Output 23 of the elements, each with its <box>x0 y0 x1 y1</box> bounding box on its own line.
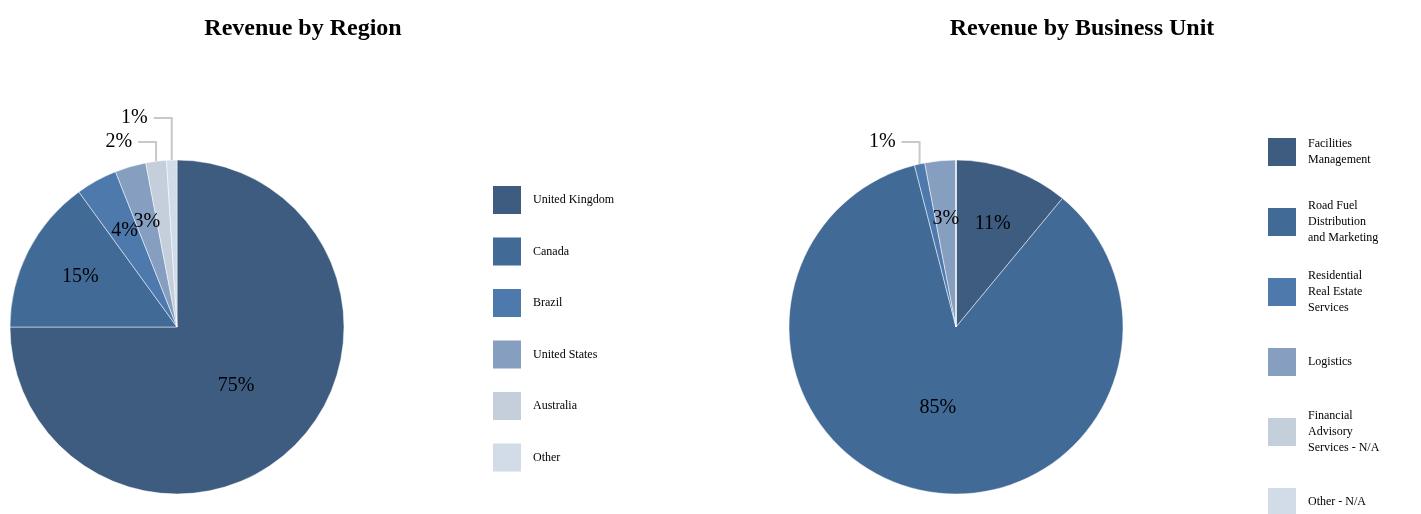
chart-title: Revenue by Region <box>204 14 402 40</box>
data-label: 3% <box>932 205 960 228</box>
legend-label: United States <box>533 346 598 361</box>
legend-label: Other <box>533 449 561 464</box>
legend-label: Residential Real Estate Services <box>1308 267 1363 314</box>
data-label: 1% <box>868 128 896 151</box>
legend-label: Brazil <box>533 294 563 309</box>
legend-label: Financial Advisory Services - N/A <box>1308 407 1380 454</box>
legend-label: Road Fuel Distribution and Marketing <box>1308 197 1379 244</box>
legend-label: United Kingdom <box>533 191 615 206</box>
legend-label: Logistics <box>1308 353 1353 368</box>
legend-label: Australia <box>533 397 578 412</box>
data-label: 85% <box>919 395 957 418</box>
pie-slice <box>9 159 345 495</box>
data-label: 11% <box>974 211 1011 234</box>
data-label: 75% <box>217 372 255 395</box>
data-label: 2% <box>105 128 133 151</box>
chart-title: Revenue by Business Unit <box>949 14 1215 40</box>
data-label: 15% <box>61 264 99 287</box>
legend-label: Facilities Management <box>1308 135 1372 166</box>
legend-label: Other - N/A <box>1308 493 1367 508</box>
legend-label: Canada <box>533 243 570 258</box>
data-label: 1% <box>121 104 148 127</box>
